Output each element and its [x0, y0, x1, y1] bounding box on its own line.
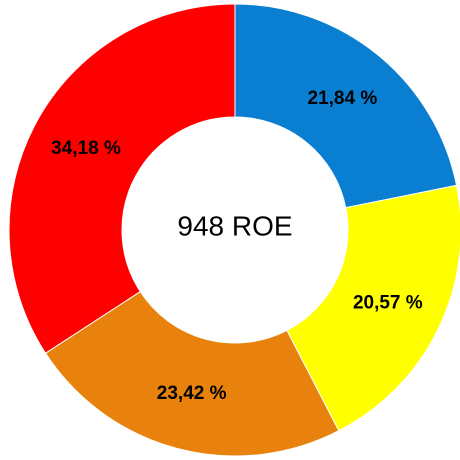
donut-segment — [44, 290, 340, 457]
donut-segment — [234, 3, 458, 209]
donut-segment — [8, 3, 236, 354]
data-label: 23,42 % — [157, 383, 227, 404]
donut-segment — [286, 184, 460, 432]
center-text: 948 ROE — [177, 210, 292, 241]
data-label: 20,57 % — [353, 292, 423, 313]
data-label: 34,18 % — [51, 138, 121, 159]
data-label: 21,84 % — [308, 88, 378, 109]
